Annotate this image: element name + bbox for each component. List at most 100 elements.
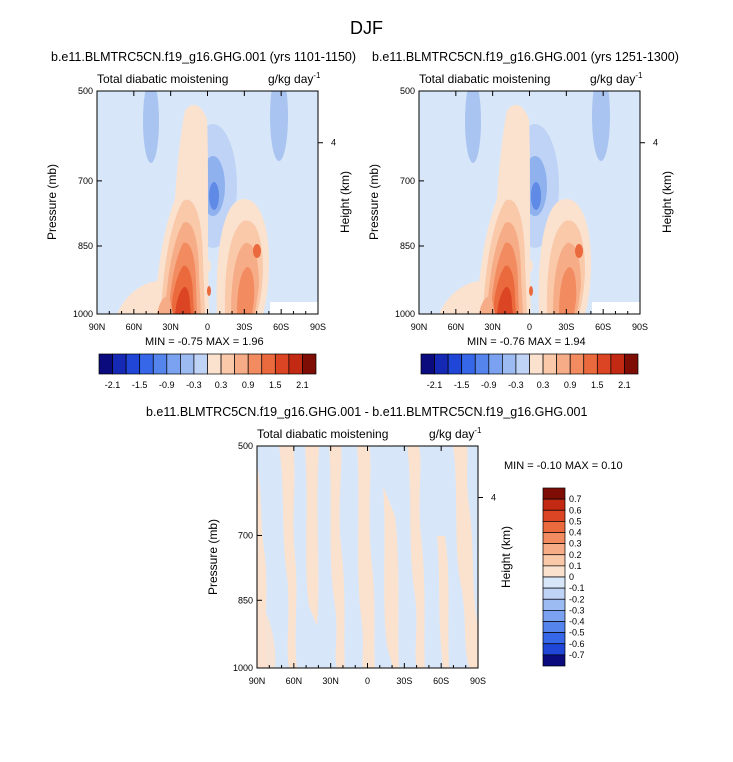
panel3-ylabel-right: Height (km) <box>499 526 513 588</box>
panel3-left-label: Total diabatic moistening <box>257 427 388 441</box>
colorbar-label: -0.3 <box>186 380 202 390</box>
x-tick-label: 30N <box>322 676 339 686</box>
colorbar-box <box>542 654 566 667</box>
y-tick-label: 700 <box>78 176 93 186</box>
colorbar-label: 0.1 <box>569 561 582 571</box>
y-right-tick-label: 4 <box>653 138 658 148</box>
colorbar-label: 0.3 <box>537 380 550 390</box>
panel3-plot <box>257 446 478 668</box>
colorbar-label: -0.1 <box>569 583 585 593</box>
x-tick-label: 60N <box>126 322 143 332</box>
x-tick-label: 30N <box>484 322 501 332</box>
x-tick-label: 60N <box>286 676 303 686</box>
colorbar-label: 0.4 <box>569 528 582 538</box>
colorbar-label: -0.2 <box>569 594 585 604</box>
panel3-axes: 90N 60N 30N 0 30S 60S 90S 500 700 850 1000 4 <box>233 441 496 686</box>
panel2-stats: MIN = -0.76 MAX = 1.94 <box>467 336 586 348</box>
colorbar-box <box>529 353 544 375</box>
colorbar-box <box>542 632 566 645</box>
x-tick-label: 30S <box>236 322 252 332</box>
colorbar-box <box>112 353 127 375</box>
y-right-tick-label: 4 <box>331 138 336 148</box>
y-tick-label: 850 <box>400 241 415 251</box>
x-tick-label: 0 <box>205 322 210 332</box>
colorbar-box <box>302 353 317 375</box>
y-tick-label: 1000 <box>395 309 415 319</box>
colorbar-box <box>502 353 517 375</box>
colorbar-label: -0.9 <box>481 380 497 390</box>
colorbar-box <box>488 353 503 375</box>
colorbar-label: -1.5 <box>454 380 470 390</box>
colorbar-box <box>515 353 530 375</box>
colorbar-box <box>624 353 639 375</box>
panel1-ylabel: Pressure (mb) <box>45 164 59 240</box>
colorbar-box <box>542 576 566 589</box>
colorbar-box <box>542 509 566 522</box>
x-tick-label: 90N <box>89 322 106 332</box>
colorbar-label: -2.1 <box>427 380 443 390</box>
colorbar-box <box>193 353 208 375</box>
colorbar-label: 0.3 <box>215 380 228 390</box>
panel1-left-label: Total diabatic moistening <box>97 72 228 86</box>
x-tick-label: 0 <box>365 676 370 686</box>
x-tick-label: 90S <box>470 676 486 686</box>
panel1-axes: 90N 60N 30N 0 30S 60S 90S 500 700 850 1000 4 <box>73 86 336 332</box>
colorbar-label: 1.5 <box>269 380 282 390</box>
x-tick-label: 30S <box>396 676 412 686</box>
colorbar-label: 2.1 <box>618 380 631 390</box>
x-tick-label: 90N <box>411 322 428 332</box>
colorbar-box <box>152 353 168 375</box>
panel1-plot <box>97 91 318 314</box>
panel2-units: g/kg day-1 <box>590 71 643 86</box>
colorbar-box <box>220 353 235 375</box>
x-tick-label: 30N <box>162 322 179 332</box>
colorbar-box <box>542 554 566 567</box>
panel2-axes: 90N 60N 30N 0 30S 60S 90S 500 700 850 1000 4 <box>395 86 658 332</box>
panel3-title: b.e11.BLMTRC5CN.f19_g16.GHG.001 - b.e11.… <box>146 405 588 419</box>
x-tick-label: 60S <box>595 322 611 332</box>
panel1-ylabel-right: Height (km) <box>338 171 352 233</box>
colorbar-label: -0.3 <box>508 380 524 390</box>
x-tick-label: 30S <box>558 322 574 332</box>
colorbar-label: 1.5 <box>591 380 604 390</box>
panel3-ylabel: Pressure (mb) <box>206 519 220 595</box>
y-tick-label: 1000 <box>73 309 93 319</box>
colorbar-box <box>542 621 566 633</box>
panel2-colorbar: -2.1 -1.5 -0.9 -0.3 0.3 0.9 1.5 2.1 <box>420 353 639 390</box>
panel1-title: b.e11.BLMTRC5CN.f19_g16.GHG.001 (yrs 110… <box>51 50 357 64</box>
x-tick-label: 90S <box>310 322 326 332</box>
colorbar-box <box>420 353 435 375</box>
colorbar-box <box>542 565 566 578</box>
colorbar-label: 0.3 <box>569 539 582 549</box>
colorbar-label: 2.1 <box>296 380 309 390</box>
colorbar-box <box>247 353 263 375</box>
panel2-left-label: Total diabatic moistening <box>419 72 550 86</box>
colorbar-box <box>234 353 249 375</box>
colorbar-label: 0.7 <box>569 494 582 504</box>
colorbar-box <box>261 353 276 375</box>
y-tick-label: 1000 <box>233 663 253 673</box>
colorbar-label: -2.1 <box>105 380 121 390</box>
y-tick-label: 500 <box>400 86 415 96</box>
colorbar-box <box>542 498 566 511</box>
colorbar-box <box>274 353 290 375</box>
colorbar-box <box>583 353 598 375</box>
colorbar-label: 0.2 <box>569 550 582 560</box>
colorbar-box <box>461 353 476 375</box>
x-tick-label: 90S <box>632 322 648 332</box>
colorbar-box <box>474 353 490 375</box>
panel2-ylabel-right: Height (km) <box>660 171 674 233</box>
y-tick-label: 700 <box>400 176 415 186</box>
colorbar-box <box>434 353 449 375</box>
panel2-title: b.e11.BLMTRC5CN.f19_g16.GHG.001 (yrs 125… <box>372 50 679 64</box>
colorbar-box <box>542 543 566 556</box>
colorbar-label: -0.9 <box>159 380 175 390</box>
y-right-tick-label: 4 <box>491 493 496 503</box>
colorbar-label: -0.5 <box>569 628 585 638</box>
colorbar-box <box>569 353 585 375</box>
colorbar-label: 0.6 <box>569 505 582 515</box>
panel1-stats: MIN = -0.75 MAX = 1.96 <box>145 336 264 348</box>
panel2-ylabel: Pressure (mb) <box>367 164 381 240</box>
colorbar-label: 0.9 <box>564 380 577 390</box>
